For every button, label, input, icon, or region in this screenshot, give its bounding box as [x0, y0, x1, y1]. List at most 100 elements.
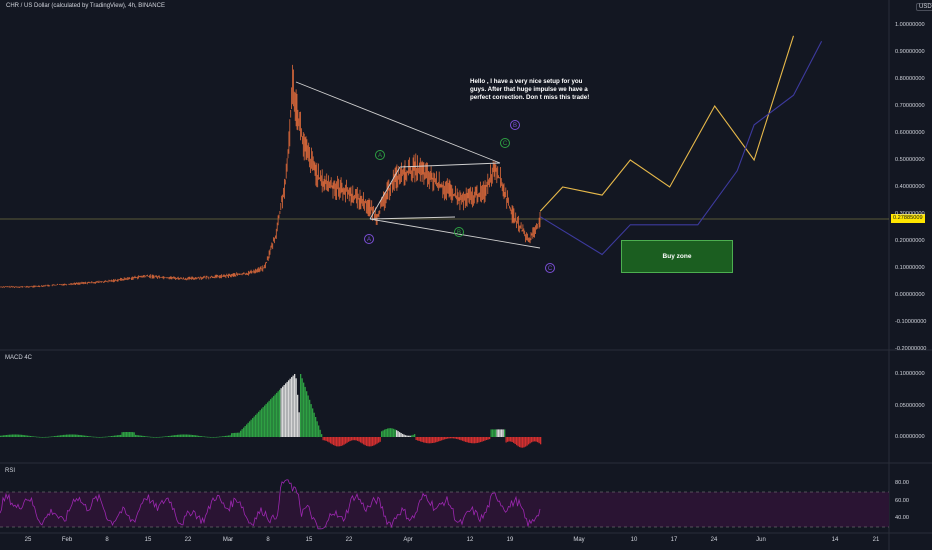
macd-bar: [436, 437, 438, 442]
macd-bar: [39, 436, 41, 438]
macd-bar: [75, 434, 77, 437]
macd-bar: [24, 435, 26, 437]
time-axis-tick: Jun: [756, 537, 766, 543]
macd-bar: [109, 436, 111, 437]
macd-bar: [495, 429, 497, 437]
macd-bar: [508, 437, 510, 442]
wave-label-purple-b: B: [510, 120, 520, 130]
macd-bar: [517, 437, 519, 447]
macd-bar: [268, 400, 270, 437]
macd-bar: [355, 437, 357, 441]
macd-bar: [370, 437, 372, 447]
macd-bar: [514, 437, 516, 444]
macd-bar: [238, 432, 240, 437]
price-axis-tick: 1.00000000: [895, 22, 925, 28]
macd-bar: [40, 437, 42, 438]
macd-bar: [363, 437, 365, 445]
time-axis-tick: 19: [506, 537, 514, 543]
macd-bar: [174, 435, 176, 437]
macd-bar: [265, 403, 267, 437]
price-axis-tick: 0.00000000: [895, 292, 925, 298]
macd-bar: [313, 412, 315, 437]
macd-bar: [177, 434, 179, 437]
macd-bar: [519, 437, 521, 448]
macd-bar: [279, 389, 281, 438]
macd-bar: [450, 437, 452, 439]
macd-bar: [294, 374, 296, 437]
macd-bar: [76, 434, 78, 437]
time-axis-tick: 24: [710, 537, 718, 543]
macd-bar: [414, 434, 416, 437]
macd-bar: [433, 437, 435, 443]
macd-bar: [46, 436, 48, 438]
macd-bar: [348, 437, 350, 442]
macd-bar: [538, 437, 540, 444]
macd-bar: [337, 437, 339, 447]
currency-badge[interactable]: USD: [916, 3, 932, 11]
macd-bar: [399, 432, 401, 437]
macd-bar: [124, 432, 126, 437]
macd-bar: [193, 435, 195, 437]
macd-bar: [400, 433, 402, 437]
macd-bar: [84, 435, 86, 437]
macd-bar: [249, 421, 251, 438]
macd-bar: [190, 434, 192, 437]
macd-bar: [444, 437, 446, 440]
macd-bar: [181, 434, 183, 437]
macd-bar: [90, 436, 92, 437]
macd-bar: [61, 435, 63, 437]
rsi-axis-tick: 80.00: [895, 480, 909, 487]
macd-bar: [438, 437, 440, 442]
macd-bar: [7, 434, 9, 437]
macd-bar: [405, 435, 407, 437]
macd-bar: [403, 434, 405, 437]
price-axis-tick: -0.10000000: [895, 319, 927, 325]
macd-bar: [159, 436, 161, 438]
macd-bar: [510, 437, 512, 442]
macd-bar: [327, 437, 329, 442]
macd-bar: [87, 436, 89, 437]
macd-bar: [298, 412, 300, 437]
macd-bar: [48, 436, 50, 438]
macd-bar: [42, 437, 44, 438]
macd-bar: [54, 436, 56, 437]
macd-bar: [12, 434, 14, 437]
macd-bar: [166, 436, 168, 437]
macd-bar: [333, 437, 335, 446]
macd-bar: [250, 419, 252, 437]
macd-bar: [18, 434, 20, 437]
macd-bar: [411, 435, 413, 437]
macd-bar: [412, 434, 414, 437]
macd-bar: [462, 437, 464, 441]
macd-bar: [490, 429, 492, 437]
macd-bar: [379, 437, 381, 442]
macd-bar: [186, 434, 188, 437]
macd-bar: [252, 418, 254, 437]
macd-bar: [51, 436, 53, 438]
macd-bar: [192, 435, 194, 437]
macd-bar: [456, 437, 458, 439]
price-axis-tick: 0.90000000: [895, 49, 925, 55]
macd-bar: [429, 437, 431, 444]
macd-bar: [468, 437, 470, 443]
macd-bar: [226, 435, 228, 437]
macd-bar: [318, 425, 320, 437]
macd-bar: [277, 391, 279, 437]
macd-bar: [195, 435, 197, 437]
rsi-axis-tick: 60.00: [895, 497, 909, 504]
macd-bar: [138, 435, 140, 437]
macd-bar: [96, 436, 98, 438]
macd-label: MACD 4C: [5, 355, 33, 361]
time-axis-tick: 17: [670, 537, 678, 543]
macd-bar: [178, 434, 180, 437]
macd-bar: [358, 437, 360, 442]
macd-bar: [322, 437, 324, 441]
macd-bar: [334, 437, 336, 446]
macd-bar: [216, 436, 218, 438]
buy-zone-box[interactable]: Buy zone: [621, 240, 733, 273]
macd-bar: [310, 404, 312, 437]
macd-bar: [465, 437, 467, 442]
price-axis-tick: 0.10000000: [895, 265, 925, 271]
time-axis-tick: May: [573, 537, 585, 543]
